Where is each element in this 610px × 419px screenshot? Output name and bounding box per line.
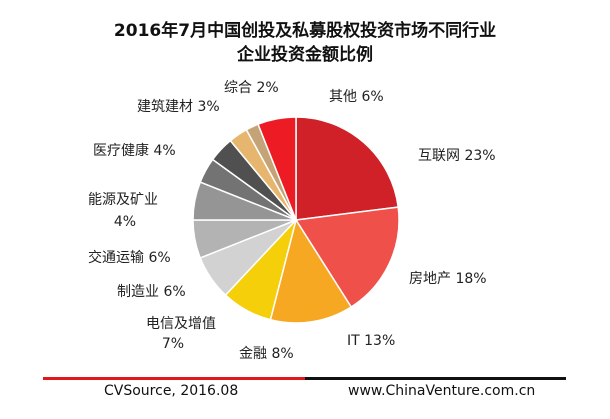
pie-slice-2 [269, 218, 353, 324]
slice-label-4-line1: 7% [162, 336, 184, 352]
pie-slice-1 [294, 206, 400, 309]
slice-label-2: IT 13% [347, 333, 395, 349]
pie-slice-11 [257, 116, 297, 221]
footer-divider-red [43, 377, 305, 380]
slice-label-4-line0: 电信及增值 [146, 316, 216, 332]
pie-slice-0 [295, 116, 400, 221]
slice-label-9: 建筑建材 3% [137, 99, 220, 115]
slice-label-7-line0: 能源及矿业 [88, 192, 158, 208]
slice-label-8: 医疗健康 4% [93, 142, 176, 159]
slice-label-3: 金融 8% [239, 346, 294, 362]
chart-title-line2: 企业投资金额比例 [237, 45, 373, 65]
chart-title-line1: 2016年7月中国创投及私募股权投资市场不同行业 [113, 21, 497, 41]
slice-label-5: 制造业 6% [117, 284, 186, 300]
footer-website: www.ChinaVenture.com.cn [348, 383, 536, 399]
slice-label-7-line1: 4% [114, 214, 136, 230]
slice-label-11: 其他 6% [329, 89, 384, 105]
slice-label-6: 交通运输 6% [88, 249, 171, 266]
footer-divider-black [305, 377, 566, 380]
slice-label-1: 房地产 18% [409, 271, 487, 287]
slice-label-0: 互联网 23% [418, 148, 496, 164]
footer-source: CVSource, 2016.08 [104, 383, 239, 399]
slice-label-10: 综合 2% [224, 80, 279, 96]
